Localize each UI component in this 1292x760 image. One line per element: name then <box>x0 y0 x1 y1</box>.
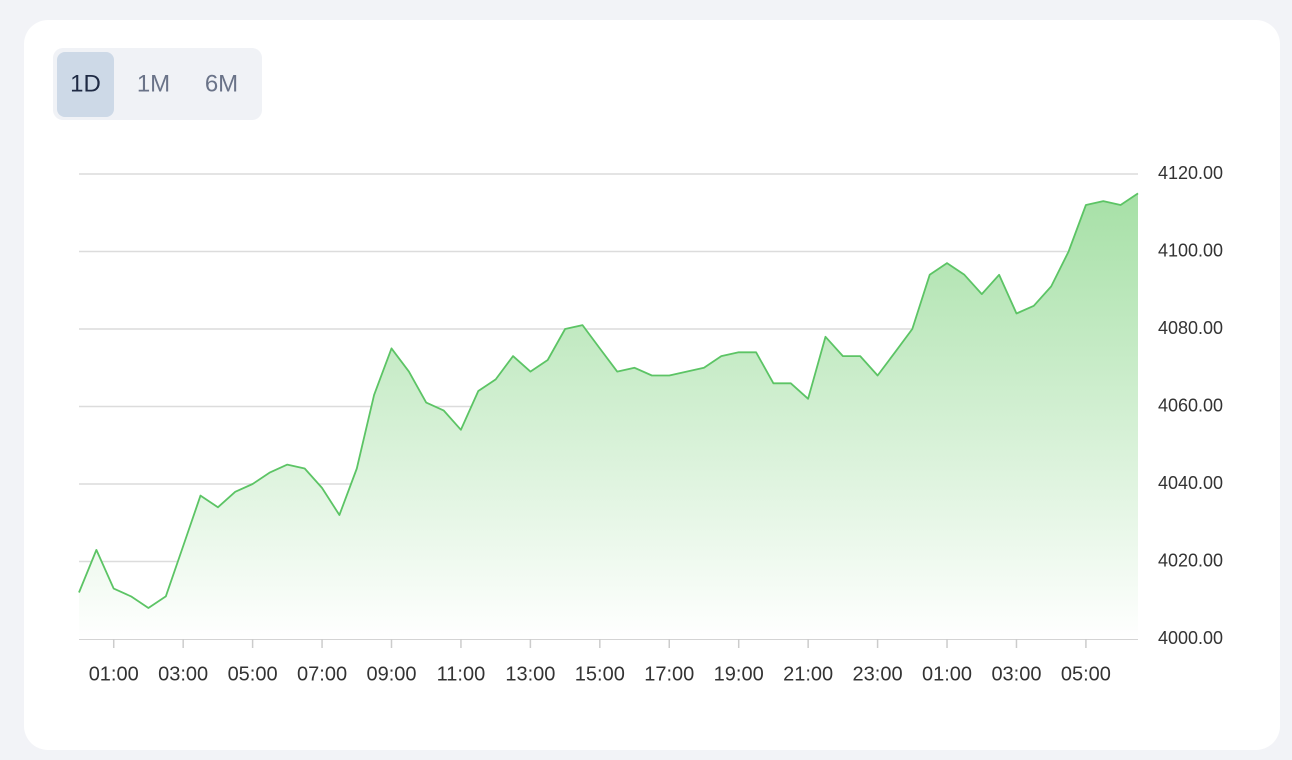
x-tick-label: 13:00 <box>505 663 555 685</box>
x-tick-label: 01:00 <box>922 663 972 685</box>
x-tick-label: 01:00 <box>89 663 139 685</box>
x-tick-label: 15:00 <box>575 663 625 685</box>
line <box>78 192 1139 609</box>
x-tick-label: 23:00 <box>853 663 903 685</box>
area-fill <box>79 193 1138 639</box>
y-tick-label: 4000.00 <box>1158 628 1223 648</box>
x-tick-label: 07:00 <box>297 663 347 685</box>
x-tick-label: 03:00 <box>991 663 1041 685</box>
y-tick-label: 4040.00 <box>1158 473 1223 493</box>
x-tick-label: 05:00 <box>228 663 278 685</box>
range-button-label[interactable]: 1D <box>70 70 101 97</box>
x-tick-label: 19:00 <box>714 663 764 685</box>
y-tick-label: 4100.00 <box>1158 240 1223 260</box>
range-button[interactable] <box>57 52 114 117</box>
range-button-label[interactable]: 6M <box>205 70 238 97</box>
y-tick-label: 4120.00 <box>1158 163 1223 183</box>
x-tick-label: 11:00 <box>437 663 486 685</box>
y-tick-label: 4080.00 <box>1158 318 1223 338</box>
y-tick-label: 4060.00 <box>1158 395 1223 415</box>
x-tick-label: 09:00 <box>366 663 416 685</box>
x-tick-label: 17:00 <box>644 663 694 685</box>
x-tick-label: 21:00 <box>783 663 833 685</box>
x-tick-label: 05:00 <box>1061 663 1111 685</box>
x-tick-label: 03:00 <box>158 663 208 685</box>
range-button-label[interactable]: 1M <box>137 70 170 97</box>
y-tick-label: 4020.00 <box>1158 550 1223 570</box>
